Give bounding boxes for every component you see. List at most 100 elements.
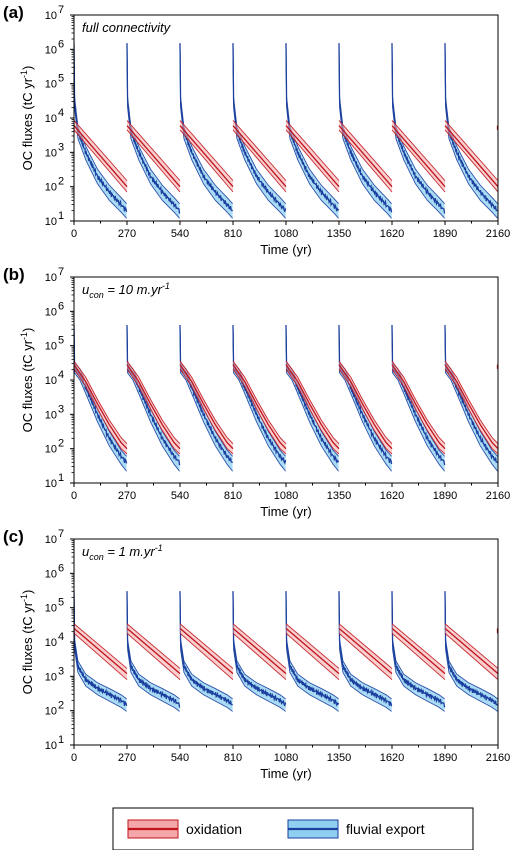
line-oxidation-cycle-5 [285, 627, 340, 675]
line-oxidation-cycle-2 [126, 627, 181, 675]
y-tick-label-exponent: 6 [58, 38, 64, 50]
x-tick-label: 0 [71, 490, 77, 502]
y-tick-label: 10 [45, 182, 57, 194]
band-edge-oxidation-cycle-8 [444, 632, 498, 680]
y-tick-label: 10 [45, 44, 57, 56]
band-edge-oxidation-cycle-5 [285, 129, 340, 193]
band-fluvial-export-cycle-1 [74, 325, 127, 472]
y-tick-label-exponent: 3 [58, 665, 64, 677]
y-tick-label: 10 [45, 341, 57, 353]
annotation-text: = 1 m.yr [104, 544, 156, 559]
y-tick-label-exponent: 5 [58, 597, 64, 609]
band-edge-oxidation-cycle-2 [126, 623, 181, 669]
line-fluvial-export-cycle-2 [126, 43, 181, 214]
y-tick-label-exponent: 7 [58, 528, 64, 540]
band-edge-fluvial-export-cycle-1 [74, 324, 127, 472]
y-axis-label-main: OC fluxes (tC yr [20, 339, 35, 432]
x-tick-label: 1890 [433, 490, 457, 502]
legend: oxidation fluvial export [112, 807, 474, 850]
x-tick-label: 270 [118, 490, 136, 502]
band-edge-oxidation-cycle-7 [391, 632, 446, 680]
panel-label: (b) [3, 265, 25, 284]
band-edge-fluvial-export-cycle-5 [285, 591, 339, 700]
band-edge-fluvial-export-cycle-2 [126, 324, 180, 472]
x-tick-label: 0 [71, 228, 77, 240]
band-fluvial-export-cycle-3 [180, 325, 233, 472]
band-edge-oxidation-cycle-6 [338, 368, 393, 455]
band-edge-oxidation-cycle-4 [232, 120, 287, 181]
band-edge-fluvial-export-cycle-5 [285, 43, 339, 219]
panel-annotation: ucon = 10 m.yr-1 [82, 281, 170, 300]
line-oxidation-cycle-5 [285, 364, 340, 450]
band-edge-oxidation-cycle-8 [444, 120, 498, 181]
band-edge-oxidation-cycle-4 [232, 623, 287, 669]
y-axis-label-sup: -1 [19, 332, 29, 340]
band-edge-oxidation-cycle-4 [232, 368, 287, 455]
y-axis-label-tail: ) [20, 590, 35, 594]
line-oxidation-cycle-6 [338, 627, 393, 675]
line-fluvial-export-cycle-5 [285, 591, 340, 707]
band-edge-oxidation-cycle-1 [74, 120, 128, 181]
y-axis-label-tail: ) [20, 66, 35, 70]
x-tick-label: 1080 [274, 490, 298, 502]
band-edge-oxidation-cycle-3 [179, 632, 234, 680]
line-fluvial-export-cycle-2 [126, 591, 181, 708]
line-oxidation-cycle-2 [126, 364, 181, 450]
band-edge-oxidation-cycle-1 [74, 360, 128, 444]
y-tick-label: 10 [45, 478, 57, 490]
y-tick-label-exponent: 4 [58, 107, 64, 119]
band-edge-fluvial-export-cycle-4 [232, 43, 286, 219]
y-tick-label: 10 [45, 216, 57, 228]
band-edge-oxidation-cycle-6 [338, 129, 393, 193]
panel-annotation: full connectivity [82, 20, 172, 35]
band-edge-fluvial-export-cycle-3 [179, 591, 233, 712]
y-tick-label: 10 [45, 740, 57, 752]
band-edge-oxidation-cycle-8 [444, 360, 498, 444]
line-oxidation-cycle-8 [444, 125, 498, 188]
line-oxidation-cycle-6 [338, 125, 393, 188]
plot-area [74, 591, 498, 712]
line-fluvial-export-cycle-1 [74, 43, 128, 212]
band-edge-oxidation-cycle-5 [285, 360, 340, 444]
band-edge-fluvial-export-cycle-6 [338, 591, 392, 712]
y-tick-label-exponent: 4 [58, 631, 64, 643]
line-oxidation-cycle-7 [391, 125, 446, 188]
band-edge-fluvial-export-cycle-3 [179, 591, 233, 700]
line-oxidation-cycle-4 [232, 364, 287, 450]
y-axis-label: OC fluxes (tC yr-1) [19, 328, 35, 433]
y-axis-label-sup: -1 [19, 70, 29, 78]
legend-label: oxidation [186, 821, 242, 837]
line-oxidation-cycle-4 [232, 125, 287, 188]
y-tick-label-exponent: 1 [58, 210, 64, 222]
band-edge-fluvial-export-cycle-5 [285, 324, 339, 472]
band-edge-oxidation-cycle-2 [126, 120, 181, 181]
x-tick-label: 810 [224, 228, 242, 240]
annotation-text: = 10 m.yr [104, 282, 163, 297]
x-tick-label: 1620 [380, 228, 404, 240]
annotation-superscript: -1 [155, 543, 163, 553]
band-edge-fluvial-export-cycle-4 [232, 324, 286, 472]
band-edge-fluvial-export-cycle-8 [444, 591, 498, 700]
y-tick-label-exponent: 5 [58, 335, 64, 347]
y-tick-label: 10 [45, 671, 57, 683]
line-fluvial-export-cycle-6 [338, 43, 393, 213]
y-tick-label-exponent: 6 [58, 300, 64, 312]
band-edge-oxidation-cycle-6 [338, 120, 393, 181]
band-fluvial-export-cycle-3 [180, 43, 233, 219]
band-edge-oxidation-cycle-1 [74, 129, 128, 193]
band-edge-fluvial-export-cycle-7 [391, 591, 445, 700]
line-fluvial-export-cycle-4 [232, 591, 287, 707]
band-edge-fluvial-export-cycle-1 [74, 591, 127, 700]
band-edge-fluvial-export-cycle-1 [74, 591, 127, 712]
y-tick-label-exponent: 5 [58, 73, 64, 85]
band-fluvial-export-cycle-1 [74, 43, 127, 219]
y-axis-label-main: OC fluxes (tC yr [20, 77, 35, 170]
y-tick-label-exponent: 3 [58, 141, 64, 153]
band-fluvial-export-cycle-6 [339, 325, 392, 472]
line-oxidation-cycle-1 [74, 364, 128, 450]
line-fluvial-export-cycle-7 [391, 591, 446, 708]
band-edge-oxidation-cycle-4 [232, 129, 287, 193]
panel-annotation: ucon = 1 m.yr-1 [82, 543, 163, 562]
line-fluvial-export-cycle-7 [391, 43, 446, 214]
band-edge-oxidation-cycle-3 [179, 120, 234, 181]
